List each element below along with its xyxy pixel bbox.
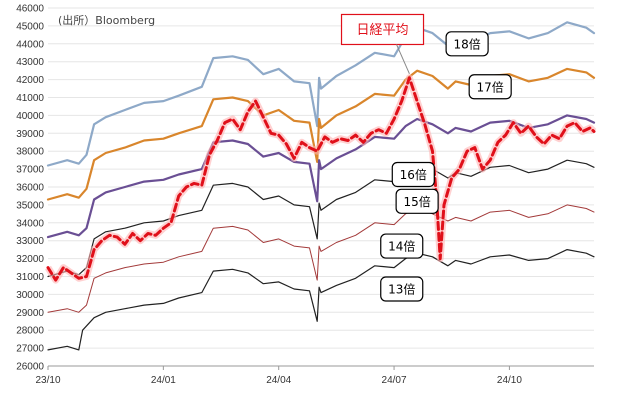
series-line: [47, 249, 595, 351]
series-label: 日経平均: [340, 13, 425, 46]
x-axis-ticks: 23/10 24/01 24/04 24/07 24/10: [35, 366, 522, 386]
nikkei-leader-line: [396, 44, 410, 75]
series-label-text: 16倍: [400, 167, 427, 182]
y-tick-label: 26000: [16, 362, 44, 373]
x-tick-label: 23/10: [35, 375, 60, 386]
source-note: (出所）Bloomberg: [58, 13, 155, 27]
y-tick-label: 32000: [16, 254, 44, 265]
y-tick-label: 34000: [16, 218, 44, 229]
series-label-box: [391, 161, 435, 188]
y-tick-label: 28000: [16, 326, 44, 337]
series-label-box: [380, 276, 424, 302]
series-line: [46, 76, 596, 282]
y-tick-label: 29000: [16, 308, 44, 319]
y-tick-label: 37000: [16, 165, 44, 176]
series-line: [46, 114, 596, 239]
y-tick-label: 31000: [16, 272, 44, 283]
y-tick-label: 39000: [16, 129, 44, 140]
series-label: 13倍: [380, 276, 424, 302]
series-label-text: 13倍: [388, 282, 415, 297]
y-tick-label: 45000: [16, 21, 44, 32]
series-layer: [45, 21, 597, 351]
grid-layer: [48, 7, 594, 367]
series-label-text: 14倍: [388, 239, 415, 254]
y-tick-label: 43000: [16, 57, 44, 68]
y-tick-label: 38000: [16, 147, 44, 158]
series-label-box: [468, 74, 512, 100]
series-label-box: [380, 233, 424, 259]
y-tick-label: 27000: [16, 344, 44, 355]
series-label-text: 18倍: [453, 36, 480, 51]
y-tick-label: 44000: [16, 39, 44, 50]
series-label-box: [445, 31, 489, 57]
series-label-text: 日経平均: [357, 23, 409, 38]
series-label: 15倍: [395, 188, 439, 214]
y-tick-label: 46000: [16, 4, 44, 15]
y-tick-label: 36000: [16, 183, 44, 194]
x-tick-label: 24/04: [266, 375, 291, 386]
series-line: [47, 204, 595, 313]
series-label: 17倍: [468, 74, 512, 100]
x-tick-label: 24/01: [151, 375, 176, 386]
y-axis-ticks: 26000 27000 28000 29000 30000 31000 32000 33000…: [16, 4, 44, 373]
series-label-text: 15倍: [403, 194, 430, 209]
series-label-box: [395, 188, 439, 214]
series-label: 14倍: [380, 233, 424, 259]
y-tick-label: 33000: [16, 236, 44, 247]
x-tick-label: 24/07: [382, 375, 407, 386]
series-label-box: [340, 13, 425, 46]
y-tick-label: 35000: [16, 200, 44, 211]
y-tick-label: 42000: [16, 75, 44, 86]
series-labels: 18倍 17倍 16倍 15倍 14倍 13倍 日経平均: [340, 13, 512, 302]
y-tick-label: 41000: [16, 93, 44, 104]
series-label: 16倍: [391, 161, 435, 188]
y-tick-label: 40000: [16, 111, 44, 122]
y-tick-label: 30000: [16, 290, 44, 301]
x-tick-label: 24/10: [497, 375, 522, 386]
series-label: 18倍: [445, 31, 489, 57]
series-label-text: 17倍: [477, 79, 504, 94]
